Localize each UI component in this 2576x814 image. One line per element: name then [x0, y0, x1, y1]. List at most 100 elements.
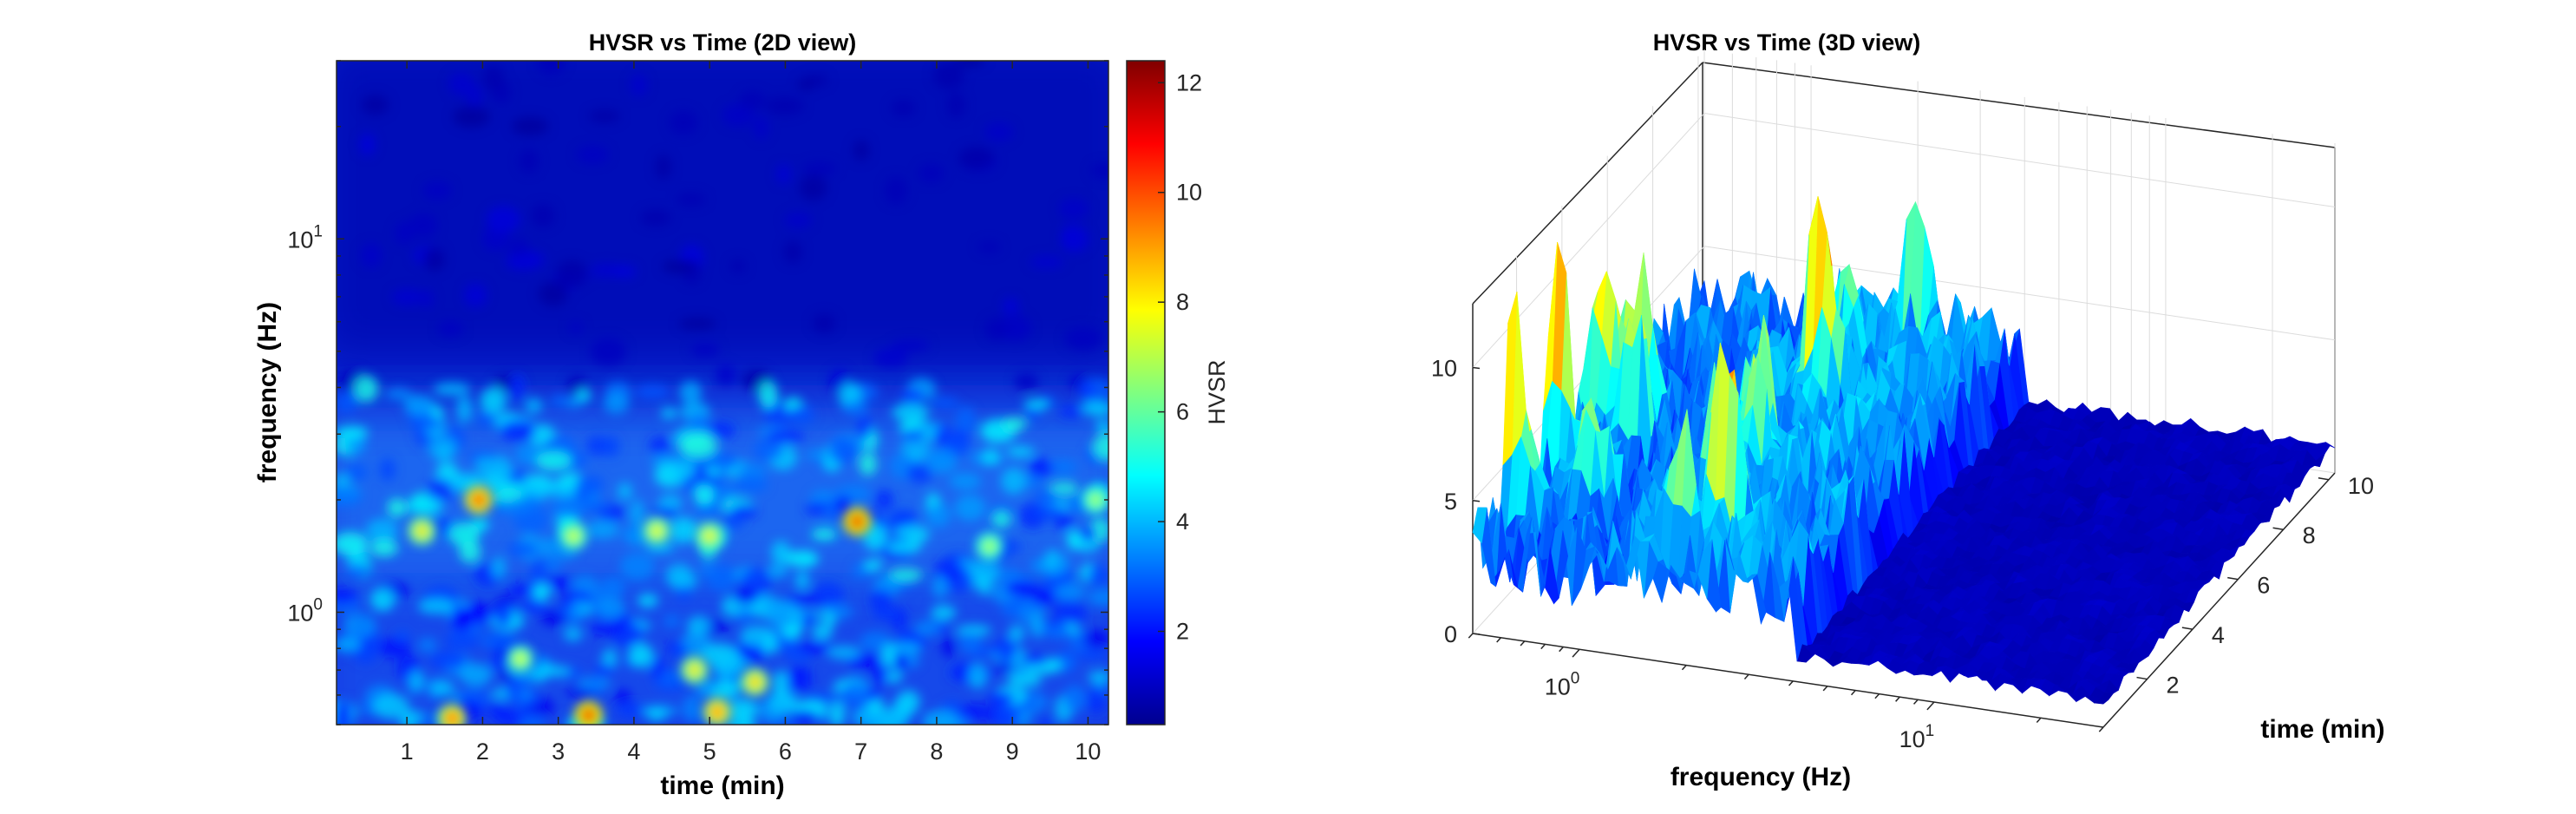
- heatmap-peak: [652, 526, 662, 535]
- heatmap-cell: [729, 259, 746, 273]
- heatmap-cell: [619, 552, 655, 581]
- heatmap-cell: [703, 453, 740, 470]
- heatmap-cell: [765, 96, 804, 115]
- heatmap-cell: [878, 706, 907, 725]
- heatmap-cell: [1078, 526, 1098, 541]
- heatmap-cell: [1082, 629, 1108, 648]
- heatmap-cell: [981, 449, 1001, 466]
- heatmap-cell: [859, 452, 877, 476]
- heatmap-cell: [955, 625, 992, 636]
- heatmap-cell: [1030, 462, 1056, 474]
- heatmap-cell: [1058, 198, 1089, 220]
- heatmap-cell: [947, 92, 965, 118]
- heatmap-cell: [509, 373, 526, 402]
- heatmap-cell: [429, 680, 455, 696]
- heatmap-cell: [864, 559, 883, 571]
- heatmap-peak: [712, 707, 722, 717]
- heatmap-cell: [669, 110, 698, 135]
- heatmap-cell: [347, 564, 374, 577]
- x-tick-mark: [1559, 647, 1564, 653]
- heatmap-cell: [987, 691, 1015, 705]
- heatmap-peak: [474, 496, 483, 504]
- surface-x-ticks: 100 101: [1468, 633, 2104, 752]
- heatmap-cell: [884, 670, 903, 684]
- heatmap-cell: [1004, 580, 1039, 596]
- heatmap-cell: [480, 387, 507, 414]
- heatmap-cell: [540, 609, 567, 627]
- heatmap-cell: [373, 693, 410, 719]
- heatmap-peaks: [408, 486, 1108, 725]
- heatmap-cell: [491, 556, 507, 579]
- heatmap-cell: [651, 507, 679, 518]
- heatmap-cell: [531, 204, 555, 227]
- heatmap-cell: [550, 395, 568, 407]
- heatmap-cell: [896, 690, 920, 714]
- heatmap-cell: [930, 397, 959, 410]
- heatmap-cell: [1061, 225, 1089, 253]
- heatmap-cell: [977, 580, 991, 595]
- heatmap-cell: [563, 627, 583, 641]
- heatmap-cell: [337, 636, 361, 653]
- heatmap-cell: [887, 642, 922, 655]
- heatmap-cell: [409, 213, 438, 238]
- heatmap-cell: [403, 394, 435, 416]
- heatmap-cell: [767, 603, 806, 629]
- heatmap-cell: [853, 140, 870, 161]
- heatmap-cell: [871, 663, 889, 686]
- heatmap-cell: [1030, 614, 1044, 639]
- heatmap-cell: [784, 594, 820, 606]
- heatmap-cell: [863, 524, 887, 550]
- heatmap-cell: [886, 541, 922, 553]
- heatmap-cell: [424, 247, 445, 272]
- heatmap-cell: [590, 338, 626, 366]
- heatmap-cell: [958, 146, 994, 170]
- heatmap-cell: [630, 499, 644, 527]
- heatmap-cell: [829, 701, 846, 725]
- x-tick-mark: [1850, 690, 1856, 696]
- x-tick-mark: [1788, 680, 1794, 686]
- heatmap-cell: [422, 181, 452, 200]
- top-left-edge: [1472, 62, 1703, 305]
- heatmap-cell: [873, 347, 908, 368]
- y-tick-label: 6: [2257, 573, 2270, 599]
- heatmap-cell: [354, 641, 377, 664]
- heatmap-cell: [798, 640, 833, 654]
- heatmap-cell: [790, 709, 818, 724]
- surface-y-axis-label: time (min): [2260, 715, 2384, 744]
- heatmap-peak: [516, 654, 525, 664]
- heatmap-cell: [857, 415, 873, 440]
- heatmap-cell: [586, 520, 619, 539]
- heatmap-cell: [646, 707, 667, 721]
- heatmap-cell: [520, 601, 549, 614]
- heatmap-cell: [1022, 654, 1049, 666]
- heatmap-cell: [1088, 588, 1108, 607]
- y-tick-label: 101: [287, 222, 323, 253]
- heatmap-cell: [753, 439, 784, 462]
- x-tick-mark: [1520, 640, 1526, 647]
- heatmap-cell: [933, 559, 964, 581]
- y-tick-mark: [2318, 477, 2330, 481]
- heatmap-cell: [1030, 255, 1064, 268]
- z-tick-mark: [1472, 366, 1481, 370]
- heatmap-cell: [740, 568, 772, 596]
- heatmap-cell: [736, 463, 768, 478]
- surface-chart: HVSR vs Time (3D view) 0 5 10 100 101 2 4 6 8 1…: [1431, 30, 2385, 791]
- x-tick-mark: [2036, 717, 2042, 723]
- heatmap-cell: [921, 710, 959, 725]
- heatmap-cell: [984, 318, 1008, 341]
- heatmap-cell: [715, 364, 737, 387]
- heatmap-cell: [906, 463, 933, 484]
- heatmap-cell: [343, 613, 376, 639]
- y-tick-label: 2: [2167, 673, 2180, 699]
- heatmap-cell: [804, 75, 828, 87]
- heatmap-cell: [984, 122, 1014, 141]
- heatmap-cell: [1055, 583, 1086, 601]
- heatmap-cell: [1003, 417, 1027, 431]
- heatmap-cell: [671, 641, 690, 659]
- x-tick-label: 7: [854, 739, 867, 765]
- x-tick-mark: [1496, 637, 1501, 643]
- heatmap-cell: [998, 315, 1031, 341]
- heatmap-peak: [853, 516, 862, 526]
- heatmap-cell: [634, 384, 671, 399]
- heatmap-cell: [949, 472, 982, 490]
